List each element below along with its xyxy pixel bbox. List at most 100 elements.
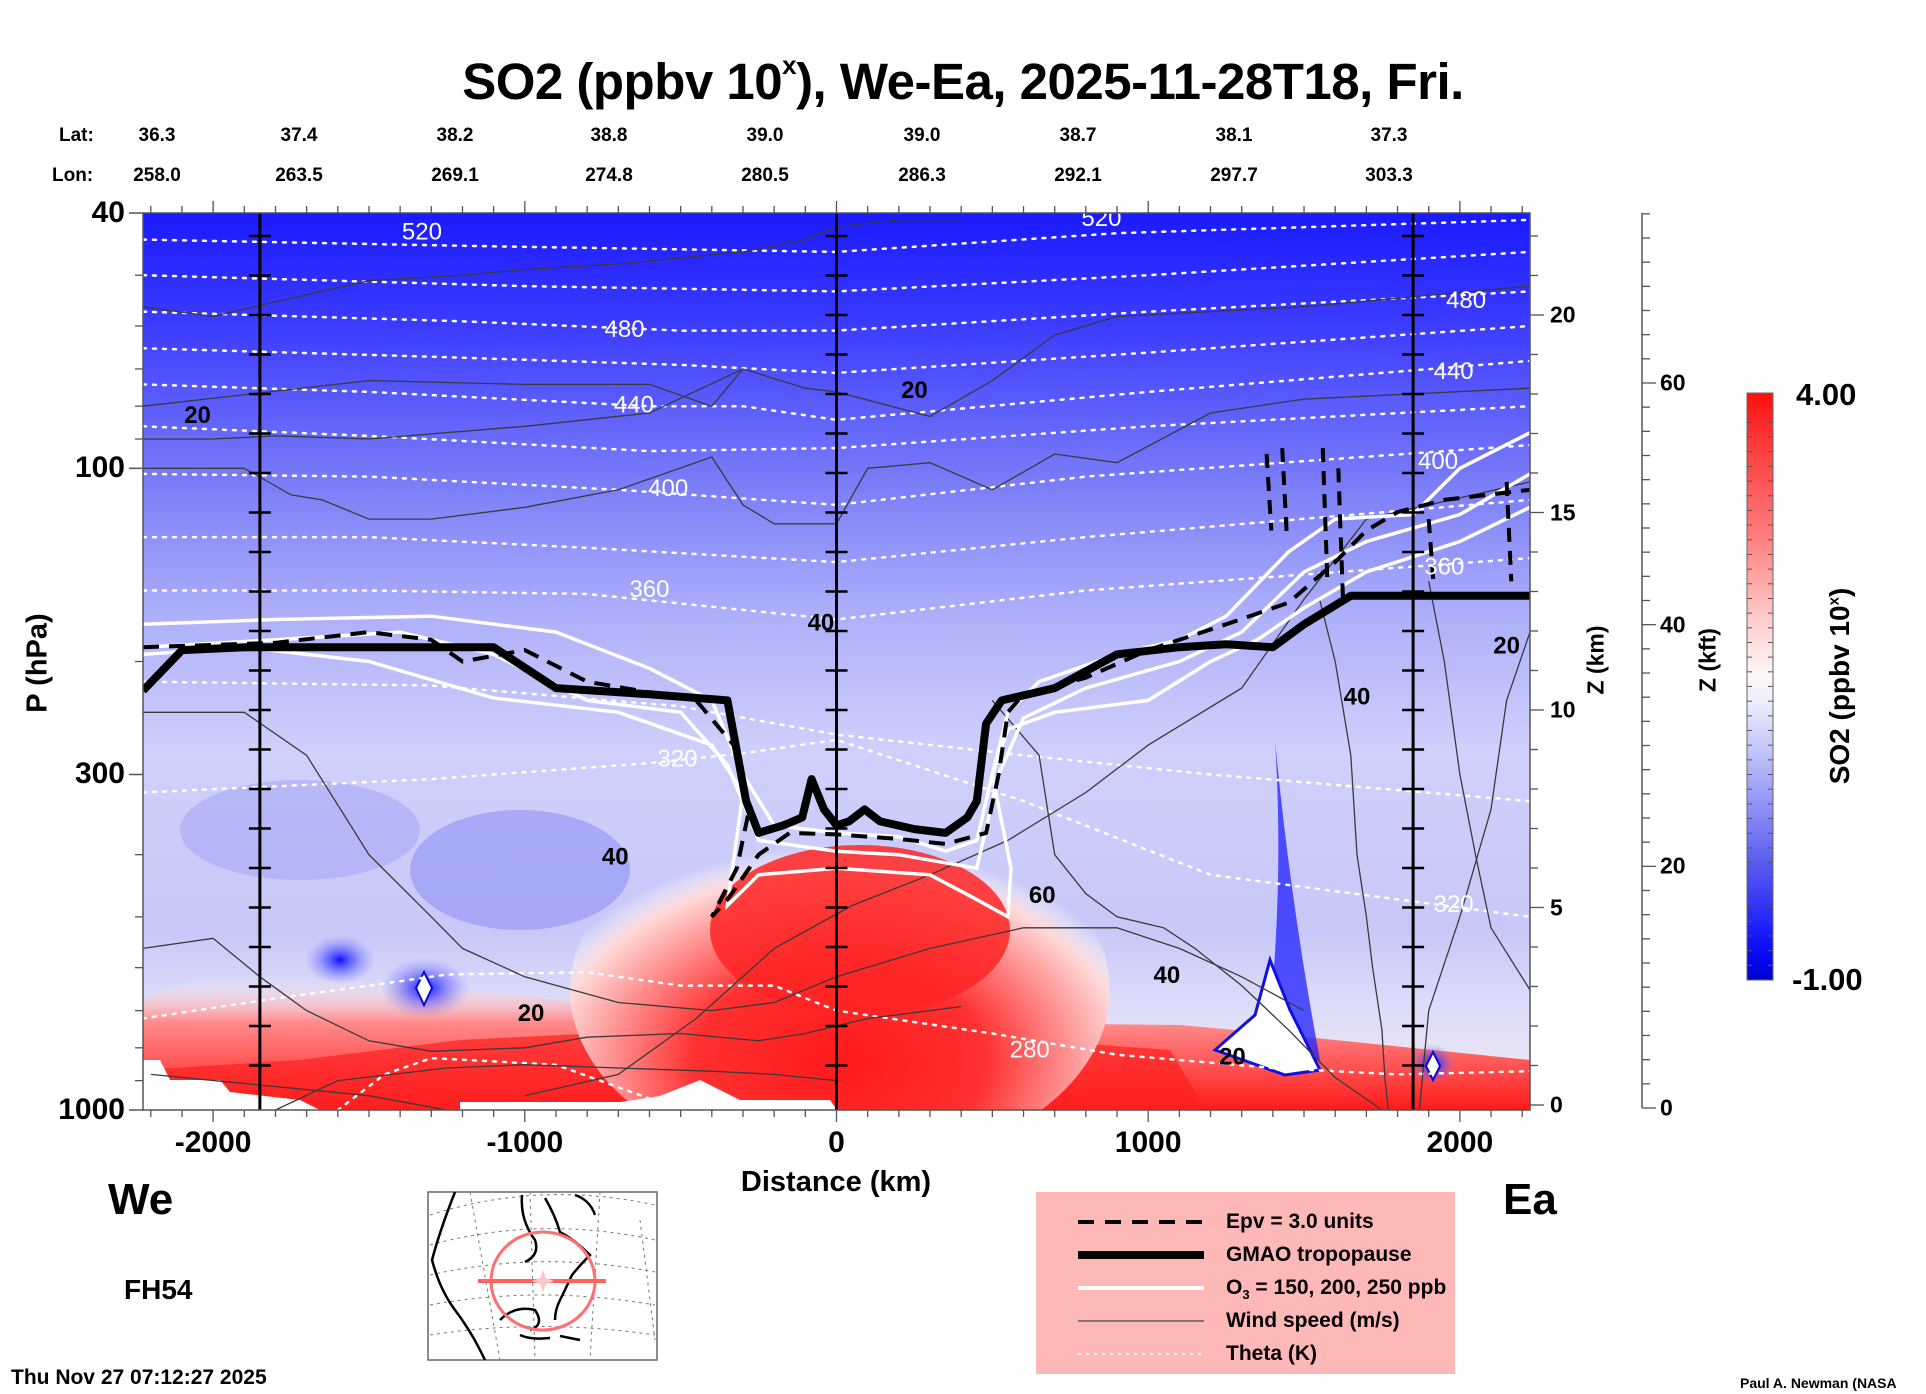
epv-contour-fragment (1264, 453, 1274, 531)
theta-label: 440 (614, 392, 654, 419)
legend-ozone-pre: O (1226, 1276, 1243, 1299)
wind-speed-label: 60 (1029, 882, 1056, 909)
distance-tick-label: -1000 (486, 1126, 564, 1159)
distance-tick-label: 0 (828, 1126, 845, 1159)
wind-speed-label: 20 (518, 1000, 545, 1027)
wind-speed-contour (524, 481, 1530, 1097)
theta-contour (143, 971, 1530, 1076)
theta-contour (143, 498, 1530, 564)
theta-label: 320 (1434, 891, 1474, 918)
west-label: We (108, 1175, 174, 1224)
theta-label: 360 (629, 576, 669, 603)
lat-value: 39.0 (903, 125, 941, 146)
wind-speed-label: 20 (1219, 1043, 1246, 1070)
theta-label: 520 (402, 218, 442, 245)
lat-value: 38.1 (1215, 125, 1253, 146)
theta-label: 320 (658, 746, 698, 773)
terrain-mask (143, 1060, 320, 1110)
theta-label: 520 (1081, 205, 1121, 232)
axis-ticks (129, 201, 1656, 1122)
wind-speed-contour (143, 219, 962, 318)
wind-speed-label: 40 (808, 610, 835, 637)
theta-contour (143, 443, 1530, 507)
theta-contour (143, 680, 1530, 803)
lat-value: 38.2 (436, 125, 474, 146)
theta-label: 480 (605, 316, 645, 343)
wind-speed-contour (1318, 599, 1390, 1110)
theta-label: 360 (1424, 553, 1464, 580)
chart-title-main: SO2 (ppbv 10 (462, 53, 783, 110)
east-label: Ea (1503, 1175, 1557, 1224)
distance-tick-label: -2000 (174, 1126, 252, 1159)
legend-ozone-post: = 150, 200, 250 ppb (1249, 1276, 1447, 1299)
lon-value: 269.1 (431, 165, 479, 186)
chart-title-suffix: ), We-Ea, 2025-11-28T18, Fri. (796, 53, 1464, 110)
theta-contour (143, 556, 1530, 621)
km-tick-label: 20 (1550, 301, 1576, 328)
epv-contour-fragment (1426, 518, 1436, 582)
km-axis-label: Z (km) (1582, 625, 1609, 695)
chart-title: SO2 (ppbv 10x), We-Ea, 2025-11-28T18, Fr… (0, 50, 1926, 111)
legend-ozone-sub: 3 (1242, 1287, 1250, 1303)
y-axis-label: P (hPa) (21, 613, 54, 713)
map-coastlines (430, 1191, 597, 1361)
lat-label: Lat: (59, 125, 94, 146)
lon-value: 303.3 (1365, 165, 1413, 186)
kft-tick-label: 20 (1660, 852, 1686, 879)
lon-value: 292.1 (1054, 165, 1102, 186)
legend-item-theta: Theta (K) (1226, 1342, 1317, 1365)
lat-value: 36.3 (138, 125, 176, 146)
kft-axis-label: Z (kft) (1694, 628, 1721, 692)
km-tick-label: 15 (1550, 499, 1576, 525)
marker-lines (248, 213, 1425, 1110)
km-tick-label: 10 (1550, 696, 1576, 723)
timestamp: Thu Nov 27 07:12:27 2025 (11, 1366, 267, 1389)
pressure-tick-label: 40 (91, 196, 125, 229)
wind-speed-label: 20 (1493, 633, 1520, 660)
theta-contour (143, 324, 1530, 375)
colorbar-title-main: SO2 (ppbv 10 (1824, 605, 1855, 785)
so2-red-dome-core (710, 845, 1010, 1015)
legend-line-samples (1078, 1220, 1204, 1355)
lon-value: 297.7 (1210, 165, 1258, 186)
lat-value: 38.8 (590, 125, 628, 146)
so2-white-patch (1212, 955, 1323, 1077)
lat-value: 37.3 (1370, 125, 1408, 146)
wind-speed-contour (143, 368, 744, 407)
tropopause-line (143, 591, 1530, 837)
km-tick-label: 0 (1550, 1091, 1563, 1118)
ozone-contour (143, 431, 1530, 854)
colorbar-title-superscript: x (1825, 597, 1843, 606)
wind-speed-contour (991, 699, 1386, 1110)
theta-contour (143, 290, 1530, 332)
tropopause-path (143, 591, 1530, 837)
wind-speed-contour (1428, 581, 1530, 991)
lon-value: 286.3 (898, 165, 946, 186)
lon-value: 280.5 (741, 165, 789, 186)
wind-speed-label: 40 (1154, 962, 1181, 989)
kft-tick-label: 40 (1660, 611, 1686, 638)
theta-label: 440 (1434, 358, 1474, 385)
colorbar-title: SO2 (ppbv 10x) (1824, 588, 1856, 785)
legend-item-tropopause: GMAO tropopause (1226, 1243, 1412, 1266)
wind-speed-contours (143, 219, 1530, 1110)
wind-speed-contour (143, 711, 1305, 1012)
pressure-tick-label: 100 (74, 451, 125, 485)
wind-speed-label: 40 (602, 843, 629, 870)
wind-speed-contour (1418, 631, 1530, 1110)
so2-blue-region (410, 810, 630, 930)
theta-label: 480 (1446, 287, 1486, 314)
pressure-tick-label: 1000 (58, 1093, 125, 1126)
legend-item-epv: Epv = 3.0 units (1226, 1210, 1374, 1233)
lon-value: 258.0 (133, 165, 181, 186)
wind-speed-contour (143, 285, 1530, 440)
colorbar-min-label: -1.00 (1792, 962, 1863, 997)
so2-diamond-marker (414, 969, 434, 1008)
theta-contour (143, 404, 1530, 453)
lon-value: 263.5 (275, 165, 323, 186)
lon-label: Lon: (52, 165, 94, 186)
distance-tick-label: 1000 (1114, 1126, 1182, 1159)
pressure-tick-label: 300 (74, 757, 125, 791)
theta-label: 400 (1418, 448, 1458, 475)
